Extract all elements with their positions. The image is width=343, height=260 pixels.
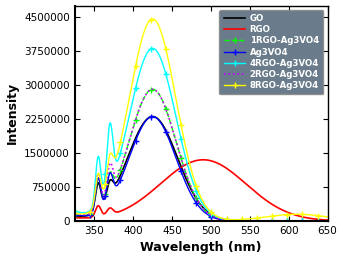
- 8RGO-Ag3VO4: [86, 211, 90, 214]
- 1RGO-Ag3VO4: [272, 219, 276, 223]
- RGO: [326, 219, 330, 222]
- 1RGO-Ag3VO4: [73, 213, 77, 217]
- GO: [196, 199, 200, 203]
- Ag3VO4: [318, 219, 322, 223]
- 8RGO-Ag3VO4: [318, 214, 322, 218]
- RGO: [189, 161, 193, 164]
- 8RGO-Ag3VO4: [272, 214, 276, 217]
- 8RGO-Ag3VO4: [196, 188, 200, 192]
- Ag3VO4: [272, 219, 276, 223]
- 8RGO-Ag3VO4: [73, 212, 77, 215]
- Line: 8RGO-Ag3VO4: 8RGO-Ag3VO4: [72, 16, 330, 223]
- 1RGO-Ag3VO4: [86, 213, 90, 217]
- GO: [326, 219, 330, 223]
- 4RGO-Ag3VO4: [196, 193, 200, 196]
- 2RGO-Ag3VO4: [196, 199, 200, 203]
- RGO: [318, 218, 322, 221]
- Line: RGO: RGO: [75, 160, 328, 220]
- Ag3VO4: [73, 213, 77, 216]
- 1RGO-Ag3VO4: [318, 219, 322, 223]
- 8RGO-Ag3VO4: [151, 17, 155, 21]
- GO: [272, 219, 276, 223]
- 8RGO-Ag3VO4: [318, 214, 322, 218]
- RGO: [73, 216, 77, 219]
- RGO: [201, 158, 205, 161]
- 2RGO-Ag3VO4: [272, 219, 276, 223]
- Ag3VO4: [318, 219, 322, 223]
- Line: 4RGO-Ag3VO4: 4RGO-Ag3VO4: [72, 46, 330, 224]
- Ag3VO4: [326, 219, 330, 223]
- Ag3VO4: [151, 115, 155, 118]
- 2RGO-Ag3VO4: [73, 212, 77, 215]
- 2RGO-Ag3VO4: [189, 186, 193, 189]
- 2RGO-Ag3VO4: [318, 219, 322, 223]
- RGO: [272, 204, 276, 207]
- 4RGO-Ag3VO4: [151, 47, 155, 50]
- 4RGO-Ag3VO4: [86, 211, 90, 214]
- 1RGO-Ag3VO4: [189, 186, 193, 189]
- 2RGO-Ag3VO4: [326, 219, 330, 223]
- Line: 2RGO-Ag3VO4: 2RGO-Ag3VO4: [75, 89, 328, 221]
- Ag3VO4: [189, 193, 193, 196]
- 4RGO-Ag3VO4: [326, 219, 330, 223]
- GO: [318, 219, 322, 223]
- Line: Ag3VO4: Ag3VO4: [72, 114, 330, 224]
- GO: [73, 215, 77, 218]
- GO: [86, 214, 90, 217]
- 4RGO-Ag3VO4: [318, 219, 322, 223]
- GO: [318, 219, 322, 223]
- 4RGO-Ag3VO4: [189, 176, 193, 179]
- RGO: [86, 216, 90, 219]
- Ag3VO4: [196, 204, 200, 207]
- 1RGO-Ag3VO4: [318, 219, 322, 223]
- 2RGO-Ag3VO4: [151, 88, 155, 91]
- Legend: GO, RGO, 1RGO-Ag3VO4, Ag3VO4, 4RGO-Ag3VO4, 2RGO-Ag3VO4, 8RGO-Ag3VO4: GO, RGO, 1RGO-Ag3VO4, Ag3VO4, 4RGO-Ag3VO…: [220, 10, 323, 94]
- Line: 1RGO-Ag3VO4: 1RGO-Ag3VO4: [72, 87, 330, 224]
- 8RGO-Ag3VO4: [233, 218, 237, 221]
- X-axis label: Wavelength (nm): Wavelength (nm): [140, 242, 262, 255]
- 1RGO-Ag3VO4: [196, 199, 200, 203]
- 4RGO-Ag3VO4: [73, 210, 77, 213]
- 4RGO-Ag3VO4: [318, 219, 322, 223]
- Y-axis label: Intensity: Intensity: [5, 82, 19, 144]
- Ag3VO4: [86, 214, 90, 217]
- RGO: [196, 159, 200, 162]
- Line: GO: GO: [75, 116, 328, 221]
- GO: [189, 188, 193, 191]
- 8RGO-Ag3VO4: [326, 215, 330, 218]
- 8RGO-Ag3VO4: [189, 168, 193, 171]
- 4RGO-Ag3VO4: [272, 219, 276, 223]
- GO: [151, 115, 155, 118]
- 2RGO-Ag3VO4: [86, 213, 90, 216]
- RGO: [318, 218, 322, 221]
- 1RGO-Ag3VO4: [326, 219, 330, 223]
- 1RGO-Ag3VO4: [151, 88, 155, 91]
- 2RGO-Ag3VO4: [318, 219, 322, 223]
